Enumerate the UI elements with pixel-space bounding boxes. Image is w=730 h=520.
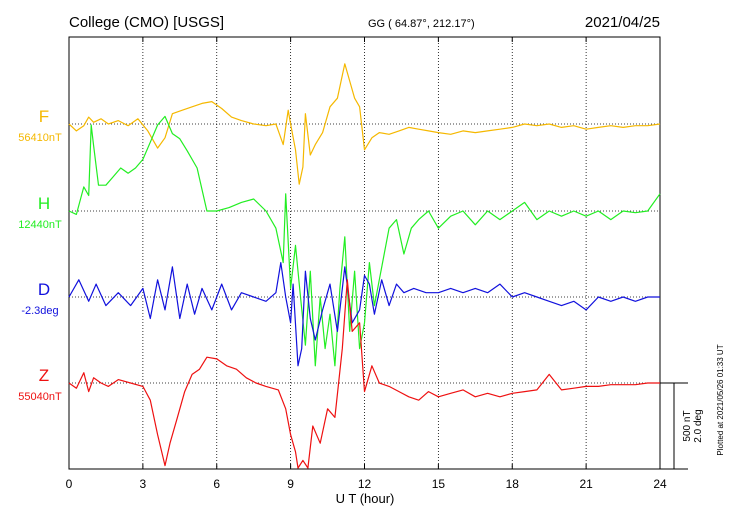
scale-bar: 500 nT 2.0 deg xyxy=(660,382,704,470)
x-tick-label: 21 xyxy=(579,477,593,491)
series-baseline-z: 55040nT xyxy=(18,391,62,403)
series-name-d: D xyxy=(38,280,50,299)
x-tick-label: 24 xyxy=(653,477,667,491)
scale-deg: 2.0 deg xyxy=(693,409,704,442)
x-tick-label: 9 xyxy=(287,477,294,491)
series-group xyxy=(68,63,661,469)
x-axis-label: U T (hour) xyxy=(336,491,395,506)
station-title: College (CMO) [USGS] xyxy=(69,14,224,31)
plotted-timestamp: Plotted at 2021/05/26 01:33 UT xyxy=(716,344,725,455)
series-name-z: Z xyxy=(39,366,49,385)
x-tick-label: 3 xyxy=(140,477,147,491)
series-baseline-h: 12440nT xyxy=(18,219,62,231)
series-line-d xyxy=(68,262,660,367)
series-name-f: F xyxy=(39,107,49,126)
series-name-h: H xyxy=(38,194,50,213)
series-labels: F 56410nT H 12440nT D -2.3deg Z 55040nT xyxy=(18,107,62,403)
x-tick-label: 18 xyxy=(506,477,520,491)
x-tick-label: 6 xyxy=(213,477,220,491)
x-tick-label: 12 xyxy=(358,477,372,491)
x-axis: 0 3 6 9 12 15 18 21 24 xyxy=(66,37,667,491)
x-tick-label: 0 xyxy=(66,477,73,491)
series-line-f xyxy=(68,63,661,185)
series-baseline-d: -2.3deg xyxy=(21,305,58,317)
scale-nt: 500 nT xyxy=(682,410,693,441)
x-tick-label: 15 xyxy=(432,477,446,491)
grid xyxy=(69,37,660,469)
series-line-z xyxy=(68,279,660,469)
station-coords: GG ( 64.87°, 212.17°) xyxy=(368,18,475,30)
plot-date: 2021/04/25 xyxy=(585,14,660,31)
series-baseline-f: 56410nT xyxy=(18,132,62,144)
series-line-h xyxy=(68,115,661,367)
